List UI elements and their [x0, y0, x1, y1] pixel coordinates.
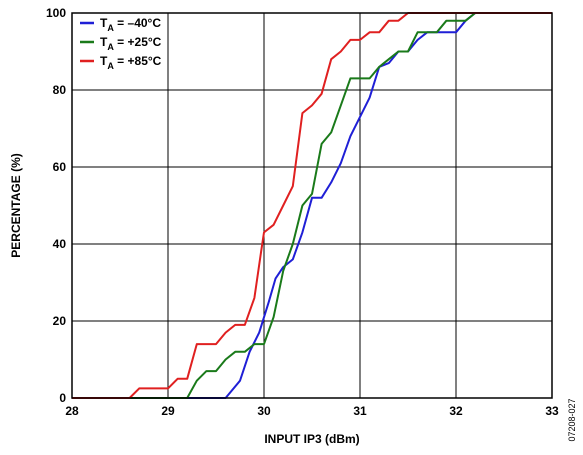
- series-line-2: [72, 12, 552, 399]
- legend-entry-1: TA = +25°C: [100, 35, 162, 52]
- y-tick-label: 40: [53, 237, 67, 251]
- legend: TA = –40°C TA = +25°C TA = +85°C: [80, 16, 162, 71]
- y-tick-label: 100: [46, 6, 66, 20]
- x-tick-label: 32: [449, 404, 463, 418]
- figure-id: 07208-027: [567, 398, 577, 441]
- x-tick-label: 33: [545, 404, 559, 418]
- plot-frame: [71, 12, 553, 399]
- grid: [72, 13, 552, 398]
- series-layer: [72, 12, 552, 399]
- legend-entry-2: TA = +85°C: [100, 54, 162, 71]
- x-tick-label: 29: [161, 404, 175, 418]
- x-axis-label: INPUT IP3 (dBm): [264, 432, 359, 446]
- series-line-1: [72, 12, 552, 399]
- series-line-0: [72, 12, 552, 399]
- y-tick-label: 20: [53, 314, 67, 328]
- x-tick-label: 31: [353, 404, 367, 418]
- y-tick-label: 80: [53, 83, 67, 97]
- legend-entry-0: TA = –40°C: [100, 16, 161, 33]
- y-axis-label: PERCENTAGE (%): [9, 153, 23, 257]
- y-tick-label: 60: [53, 160, 67, 174]
- tick-labels: 28 29 30 31 32 33 0 20 40 60 80 100: [46, 6, 559, 418]
- x-tick-label: 28: [65, 404, 79, 418]
- y-tick-label: 0: [59, 391, 66, 405]
- x-tick-label: 30: [257, 404, 271, 418]
